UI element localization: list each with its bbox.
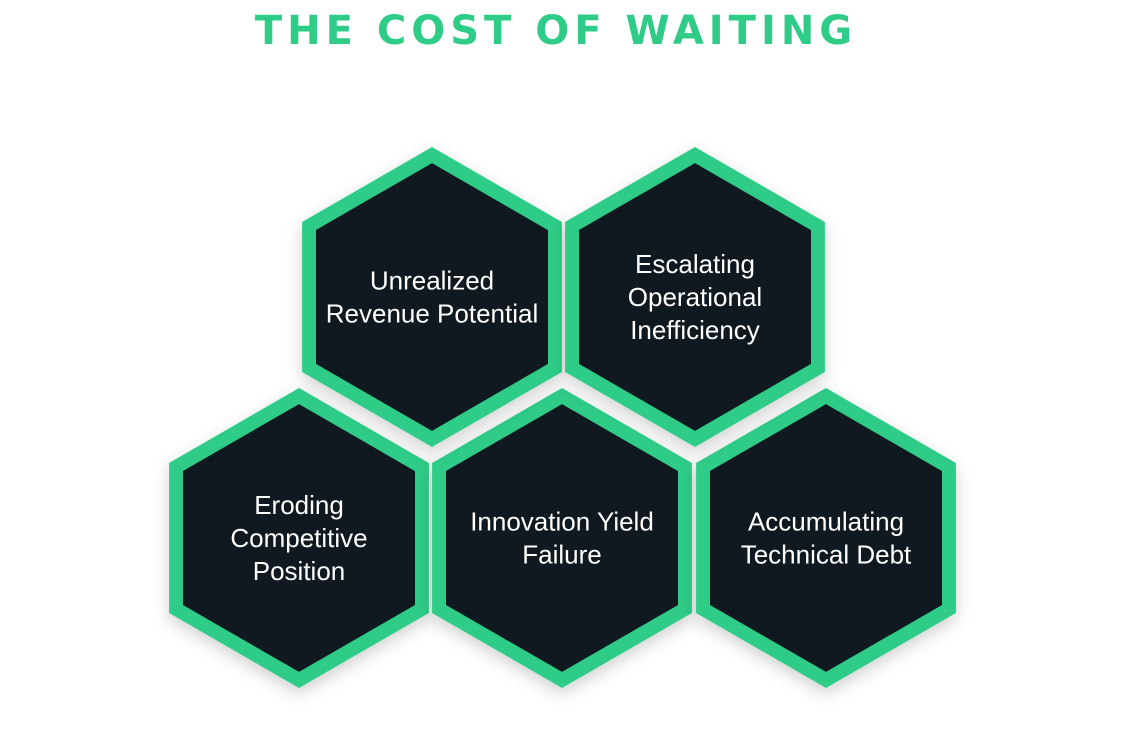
hexagon-label-line: Unrealized	[370, 266, 494, 296]
hexagon-fill	[710, 404, 942, 672]
hexagon-label-line: Escalating	[635, 249, 755, 279]
hexagon-label-line: Accumulating	[748, 507, 904, 537]
hexagon-label-line: Competitive	[230, 523, 367, 553]
hexagon-fill	[183, 404, 415, 672]
hexagon-label-line: Innovation Yield	[470, 507, 654, 537]
hexagon-label-line: Position	[253, 556, 346, 586]
hexagon-label-line: Eroding	[254, 490, 344, 520]
hexagon-label-line: Technical Debt	[741, 540, 912, 570]
hexagon-fill	[579, 163, 811, 431]
hexagon-label-line: Failure	[522, 540, 601, 570]
hexagon-label-line: Operational	[628, 282, 762, 312]
hexagon-fill	[316, 163, 548, 431]
hexagon-label-line: Revenue Potential	[326, 299, 538, 329]
hexagon-fill	[446, 404, 678, 672]
hexagon-label-line: Inefficiency	[630, 315, 760, 345]
page-title: THE COST OF WAITING	[254, 8, 858, 54]
